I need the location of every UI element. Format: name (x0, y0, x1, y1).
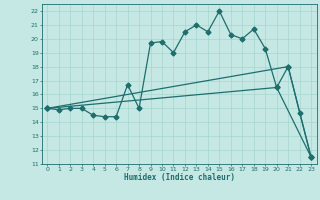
X-axis label: Humidex (Indice chaleur): Humidex (Indice chaleur) (124, 173, 235, 182)
